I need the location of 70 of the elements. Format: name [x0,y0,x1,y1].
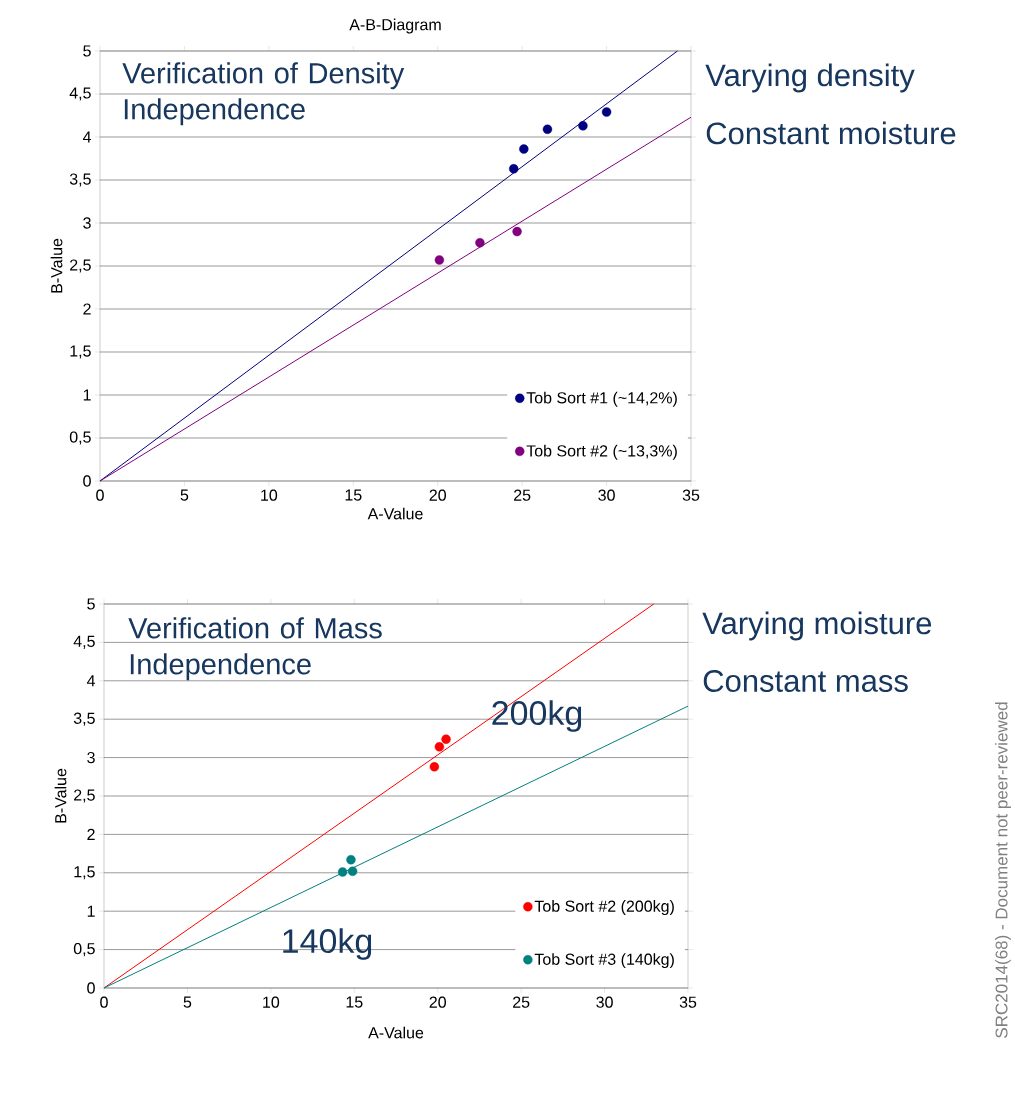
y-axis-title: B-Value [50,238,63,293]
point [475,238,485,248]
x-tick-label: 0 [100,996,108,1008]
x-tick-label: 5 [183,996,192,1008]
y-tick-label: 1,5 [70,345,91,359]
x-tick-label: 15 [346,996,363,1008]
point [542,124,553,134]
annotation: Verification of Mass Independence [128,617,382,681]
x-tick-label: 20 [429,489,446,501]
y-tick-label: 4,5 [73,635,95,649]
point [578,121,588,131]
y-tick-label: 2,5 [70,259,91,273]
y-tick-label: 4 [86,675,96,687]
y-tick-label: 1 [87,905,95,917]
x-tick-label: 15 [345,489,362,501]
chart-title: A-B-Diagram [349,18,441,34]
point [429,762,440,772]
point [434,742,445,752]
point [512,226,522,237]
legend-label: Tob Sort #1 (~14,2%) [526,391,677,407]
annotation: 200kg [492,700,582,732]
text: SRC2014(68) - Document not peer-reviewed [995,702,1011,1038]
y-tick-label: 3 [83,217,91,229]
y-tick-label: 0 [83,475,91,487]
legend-label: Tob Sort #3 (140kg) [534,953,674,969]
y-tick-label: 0,5 [73,942,95,957]
point [519,144,529,154]
y-tick-label: 0 [87,982,95,994]
y-tick-label: 2 [83,303,91,315]
x-tick-label: 30 [598,489,615,501]
legend-label: Tob Sort #2 (~13,3%) [526,444,677,460]
y-tick-label: 3 [87,751,95,764]
x-axis-title: A-Value [368,1026,424,1039]
x-tick-label: 10 [263,996,280,1008]
point [434,255,445,265]
y-tick-label: 4 [82,131,92,143]
y-tick-label: 3,5 [69,173,91,187]
y-tick-label: 1 [83,389,91,401]
x-tick-label: 35 [682,489,700,501]
x-tick-label: 25 [513,996,530,1008]
y-tick-label: 5 [87,598,95,610]
text: Varying density [705,63,915,93]
annotation: Verification of Density Independence [122,62,405,126]
y-tick-label: 0,5 [69,431,91,445]
x-tick-label: 10 [261,489,278,501]
x-axis-title: A-Value [367,507,423,520]
point [347,866,358,876]
y-tick-label: 4,5 [69,87,91,101]
y-tick-label: 3,5 [73,712,95,726]
point [337,867,348,877]
x-tick-label: 20 [429,996,446,1008]
point [509,164,519,174]
x-tick-label: 30 [596,996,613,1008]
x-tick-label: 35 [679,996,697,1008]
x-tick-label: 25 [514,489,531,501]
x-tick-label: 5 [180,489,189,501]
annotation: 140kg [283,928,372,960]
x-tick-label: 0 [96,489,104,501]
y-tick-label: 1,5 [74,866,95,880]
point [346,855,356,865]
y-tick-label: 5 [83,45,91,57]
y-tick-label: 2 [87,828,95,840]
text: Constant mass [703,670,908,692]
y-axis-title: B-Value [54,768,67,823]
text: Constant moisture [706,121,956,145]
point [441,734,451,744]
text: Varying moisture [702,611,932,641]
y-tick-label: 2,5 [74,789,95,803]
legend-label: Tob Sort #2 (200kg) [534,900,674,916]
point [601,107,612,117]
